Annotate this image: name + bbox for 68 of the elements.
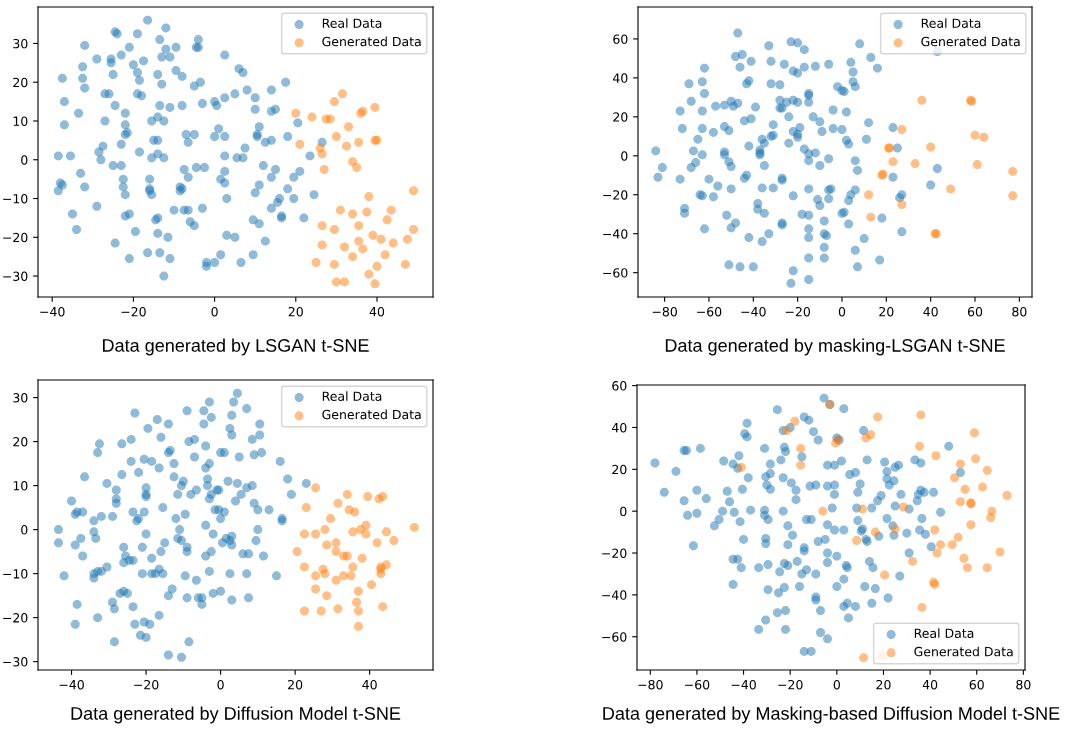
x-tick-label: 60 [967,306,983,317]
y-tick-label: 0 [621,151,628,161]
legend-label: Generated Data [322,36,421,47]
x-tick-label: 40 [362,679,377,690]
x-tick-label: 20 [288,306,303,317]
x-tick-label: 40 [922,679,938,690]
x-tick-label: 20 [288,679,303,690]
text: Data generated by Diffusion Model t-SNE [71,706,401,724]
x-tick-label: −20 [785,306,810,317]
y-tick-label: −30 [3,657,28,667]
legend-label: Generated Data [322,409,421,420]
text: Data generated by masking-LSGAN t-SNE [665,338,1005,356]
y-tick-label: 10 [13,481,28,491]
y-tick-label: −20 [603,190,628,200]
x-tick-label: −20 [134,679,159,690]
x-tick-label: −40 [59,679,84,690]
x-tick-label: 20 [876,679,891,690]
x-tick-label: 0 [217,679,224,690]
y-tick-label: 60 [612,381,627,391]
legend-label: Generated Data [921,36,1020,47]
y-tick-label: 40 [611,422,627,433]
x-tick-label: −20 [121,306,146,317]
y-tick-label: −60 [602,632,627,642]
x-tick-label: −80 [652,306,677,317]
y-tick-label: 20 [13,77,28,88]
x-tick-label: 80 [1012,306,1027,317]
y-tick-label: 0 [21,525,28,535]
x-tick-label: −80 [638,679,663,690]
text: Data generated by Masking-based Diffusion Model t-SNE [603,706,1060,724]
y-tick-label: 20 [613,112,628,122]
x-tick-label: −40 [741,306,766,317]
y-tick-label: −30 [3,271,28,281]
x-tick-label: 0 [833,679,840,690]
y-tick-label: −20 [3,232,28,243]
x-tick-label: 0 [211,306,218,317]
x-tick-label: 80 [1016,679,1031,690]
y-tick-label: 40 [612,73,628,83]
y-tick-label: 30 [13,38,28,49]
y-tick-label: 0 [21,155,28,165]
y-tick-label: −60 [603,268,628,278]
y-tick-label: −20 [3,613,28,623]
x-tick-label: 60 [969,679,984,690]
x-tick-label: 0 [838,306,846,317]
y-tick-label: −10 [3,194,28,204]
y-tick-label: 10 [13,116,28,126]
x-tick-label: −40 [40,306,65,317]
x-tick-label: −40 [731,679,756,690]
y-tick-label: −40 [603,229,628,239]
y-tick-label: −10 [3,569,28,579]
y-tick-label: 20 [13,437,28,447]
x-tick-label: 40 [923,306,938,317]
x-tick-label: −20 [778,679,803,690]
text: Data generated by LSGAN t-SNE [103,338,369,356]
x-tick-label: 40 [369,306,385,317]
x-tick-label: −60 [685,679,710,690]
x-tick-label: 20 [879,306,894,317]
legend-label: Real Data [914,628,974,638]
y-tick-label: −20 [602,548,627,558]
y-tick-label: 0 [620,506,627,517]
y-tick-label: 20 [612,464,627,475]
y-tick-label: 60 [613,34,628,44]
legend-label: Real Data [322,391,382,401]
y-tick-label: 30 [13,393,28,403]
legend-label: Real Data [921,18,981,28]
y-tick-label: −40 [602,590,627,600]
legend-label: Real Data [322,18,382,28]
x-tick-label: −60 [697,306,722,317]
legend-label: Generated Data [914,646,1013,657]
